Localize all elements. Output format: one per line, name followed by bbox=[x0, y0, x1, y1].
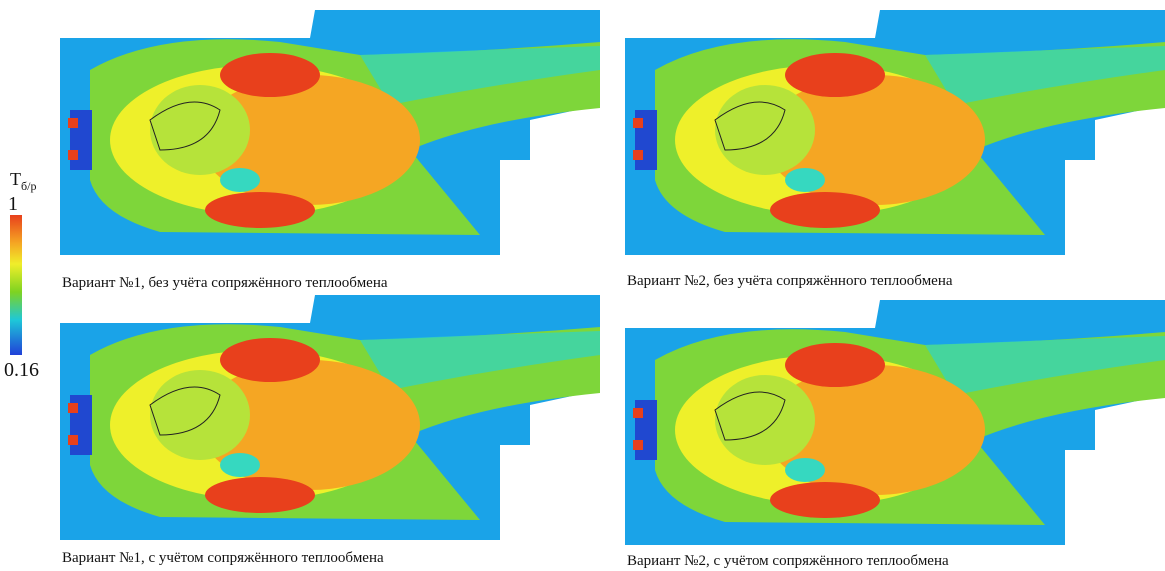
contour-panel bbox=[625, 10, 1165, 255]
caption: Вариант №1, без учёта сопряжённого тепло… bbox=[62, 275, 388, 291]
colorbar-title: Tб/р bbox=[10, 169, 36, 193]
contour-panel bbox=[625, 300, 1165, 545]
caption: Вариант №1, с учётом сопряжённого теплоо… bbox=[62, 550, 384, 566]
colorbar-title-sub: б/р bbox=[21, 179, 36, 193]
colorbar bbox=[10, 215, 22, 355]
colorbar-min: 0.16 bbox=[4, 359, 39, 381]
caption: Вариант №2, без учёта сопряжённого тепло… bbox=[627, 273, 953, 289]
contour-panel bbox=[60, 295, 600, 540]
caption: Вариант №2, с учётом сопряжённого теплоо… bbox=[627, 553, 949, 569]
colorbar-max: 1 bbox=[8, 193, 18, 215]
figure: Tб/р 1 0.16 Вариант №1, без учёта сопряж… bbox=[0, 0, 1165, 571]
colorbar-title-main: T bbox=[10, 169, 21, 189]
contour-panel bbox=[60, 10, 600, 255]
